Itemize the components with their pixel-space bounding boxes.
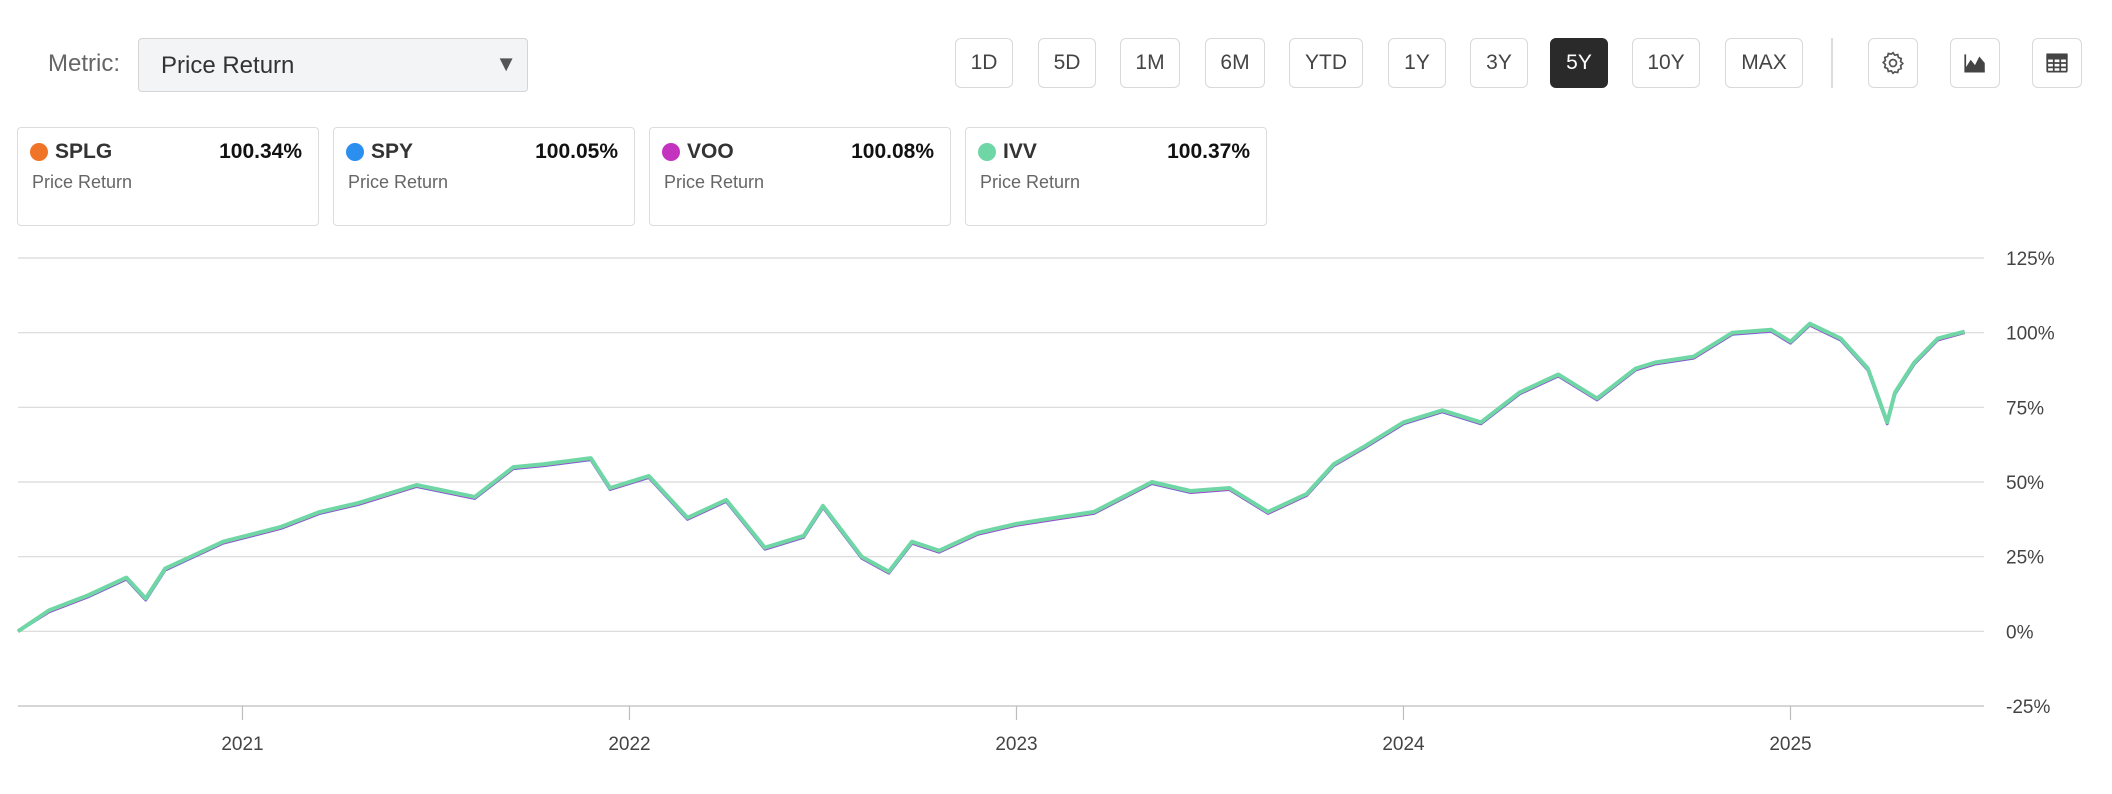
series-line-voo[interactable] xyxy=(17,323,1965,633)
range-button-5d[interactable]: 5D xyxy=(1038,38,1096,88)
mountain-chart-icon xyxy=(1964,54,1985,73)
range-button-1d[interactable]: 1D xyxy=(955,38,1013,88)
toolbar-divider xyxy=(1831,38,1833,88)
range-button-10y[interactable]: 10Y xyxy=(1632,38,1700,88)
series-lines xyxy=(16,321,1966,633)
x-axis: 2021 2022 2023 2024 2025 xyxy=(221,706,1812,755)
legend-ticker: VOO xyxy=(687,140,734,163)
x-tick-label: 2025 xyxy=(1769,734,1811,755)
series-line-splg[interactable] xyxy=(17,322,1965,633)
legend-value: 100.08% xyxy=(851,140,934,163)
range-button-5y[interactable]: 5Y xyxy=(1550,38,1608,88)
metric-select[interactable]: Price Return ▼ xyxy=(138,38,528,92)
x-tick-label: 2021 xyxy=(221,734,263,755)
y-tick-label: 125% xyxy=(2006,249,2055,270)
metric-value: Price Return xyxy=(161,52,295,79)
settings-button[interactable] xyxy=(1868,38,1918,88)
price-return-chart[interactable]: 2021 2022 2023 2024 2025 -25% 0% 25% 50% 75% 100%… xyxy=(0,230,2112,790)
y-tick-label: 0% xyxy=(2006,622,2034,643)
gear-icon xyxy=(1881,51,1905,75)
chevron-down-icon: ▼ xyxy=(495,51,517,76)
legend-subtitle: Price Return xyxy=(348,172,449,192)
table-view-button[interactable] xyxy=(2032,38,2082,88)
range-button-1y[interactable]: 1Y xyxy=(1388,38,1446,88)
y-tick-label: 50% xyxy=(2006,473,2044,494)
range-button-6m[interactable]: 6M xyxy=(1205,38,1265,88)
series-color-dot xyxy=(978,143,996,161)
range-button-3y[interactable]: 3Y xyxy=(1470,38,1528,88)
legend-ticker: IVV xyxy=(1003,140,1037,163)
y-tick-label: -25% xyxy=(2006,697,2050,718)
series-line-spy[interactable] xyxy=(17,323,1966,633)
range-button-max[interactable]: MAX xyxy=(1725,38,1803,88)
legend-ticker: SPLG xyxy=(55,140,113,163)
x-tick-label: 2023 xyxy=(995,734,1037,755)
legend-subtitle: Price Return xyxy=(32,172,133,192)
chart-type-button[interactable] xyxy=(1950,38,2000,88)
legend-card-ivv[interactable]: IVV 100.37% Price Return xyxy=(965,127,1267,226)
y-axis: -25% 0% 25% 50% 75% 100% 125% xyxy=(2006,249,2055,718)
x-tick-label: 2022 xyxy=(608,734,650,755)
table-icon xyxy=(2046,53,2068,73)
legend-value: 100.34% xyxy=(219,140,302,163)
metric-label: Metric: xyxy=(48,50,120,77)
y-tick-label: 25% xyxy=(2006,548,2044,569)
y-tick-label: 75% xyxy=(2006,398,2044,419)
legend-card-voo[interactable]: VOO 100.08% Price Return xyxy=(649,127,951,226)
legend-subtitle: Price Return xyxy=(980,172,1081,192)
y-tick-label: 100% xyxy=(2006,324,2055,345)
legend-card-splg[interactable]: SPLG 100.34% Price Return xyxy=(17,127,319,226)
legend-value: 100.05% xyxy=(535,140,618,163)
series-color-dot xyxy=(662,143,680,161)
legend-card-spy[interactable]: SPY 100.05% Price Return xyxy=(333,127,635,226)
range-button-ytd[interactable]: YTD xyxy=(1289,38,1363,88)
gridlines xyxy=(18,257,1984,707)
series-color-dot xyxy=(346,143,364,161)
range-button-1m[interactable]: 1M xyxy=(1120,38,1180,88)
series-color-dot xyxy=(30,143,48,161)
legend-subtitle: Price Return xyxy=(664,172,765,192)
series-line-ivv[interactable] xyxy=(16,321,1966,633)
legend-ticker: SPY xyxy=(371,140,414,163)
x-tick-label: 2024 xyxy=(1382,734,1425,755)
legend-value: 100.37% xyxy=(1167,140,1250,163)
